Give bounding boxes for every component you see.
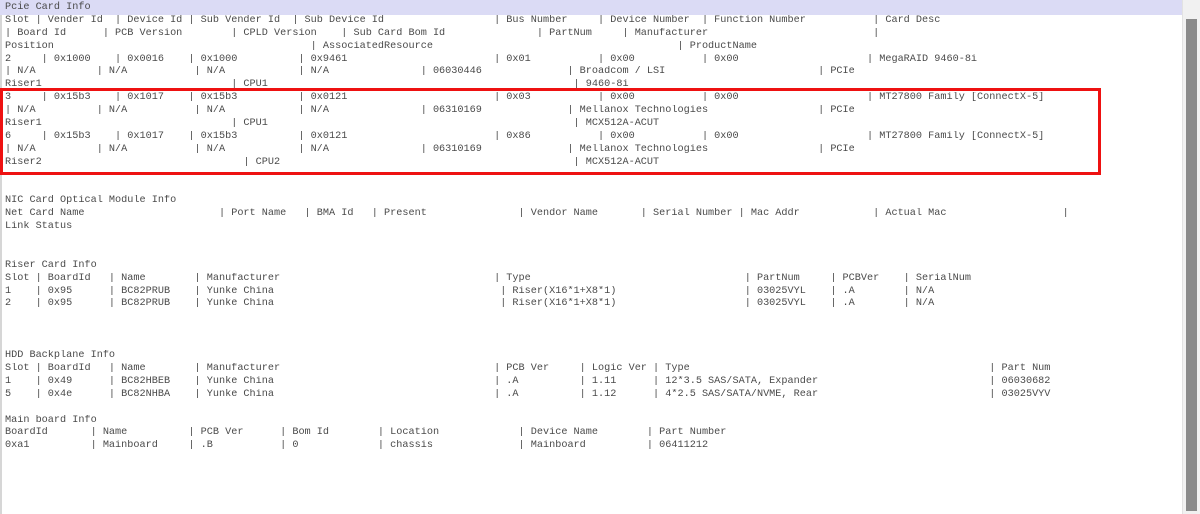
terminal-line: | N/A | N/A | N/A | N/A | 06030446 | Bro… bbox=[5, 66, 855, 78]
terminal-line: 6 | 0x15b3 | 0x1017 | 0x15b3 | 0x0121 | … bbox=[5, 130, 1045, 142]
terminal-line: | N/A | N/A | N/A | N/A | 06310169 | Mel… bbox=[5, 143, 855, 155]
terminal-line: 3 | 0x15b3 | 0x1017 | 0x15b3 | 0x0121 | … bbox=[5, 92, 1045, 104]
terminal-line bbox=[0, 234, 1182, 247]
terminal-line bbox=[0, 402, 1182, 415]
terminal-line: Riser Card Info bbox=[5, 259, 97, 271]
terminal-line: Position | AssociatedResource | ProductN… bbox=[5, 40, 757, 52]
terminal-line bbox=[0, 182, 1182, 195]
window-left-border bbox=[0, 0, 2, 514]
terminal-line: Main board Info bbox=[5, 414, 97, 426]
terminal-line: Link Status bbox=[5, 221, 73, 233]
terminal-line: 0xa1 | Mainboard | .B | 0 | chassis | Ma… bbox=[5, 440, 709, 452]
terminal-line: Riser1 | CPU1 | 9460-8i bbox=[5, 79, 629, 91]
terminal-line bbox=[0, 324, 1182, 337]
terminal-output: Pcie Card Info Slot | Vender Id | Device… bbox=[0, 0, 1182, 453]
terminal-line: | N/A | N/A | N/A | N/A | 06310169 | Mel… bbox=[5, 105, 855, 117]
terminal-line: Slot | BoardId | Name | Manufacturer | T… bbox=[5, 272, 971, 284]
terminal-line bbox=[0, 170, 1182, 183]
scrollbar-thumb[interactable] bbox=[1186, 19, 1197, 511]
terminal-line bbox=[0, 247, 1182, 260]
terminal-line: | Board Id | PCB Version | CPLD Version … bbox=[5, 27, 880, 39]
terminal-line: NIC Card Optical Module Info bbox=[5, 195, 177, 207]
terminal-line: 5 | 0x4e | BC82NHBA | Yunke China | .A |… bbox=[5, 388, 1051, 400]
terminal-line: Riser1 | CPU1 | MCX512A-ACUT bbox=[5, 118, 660, 130]
vertical-scrollbar[interactable] bbox=[1182, 0, 1200, 514]
terminal-line-selected: Pcie Card Info bbox=[0, 0, 1182, 15]
terminal-line: 2 | 0x95 | BC82PRUB | Yunke China | Rise… bbox=[5, 298, 935, 310]
terminal-line: Slot | BoardId | Name | Manufacturer | P… bbox=[5, 362, 1051, 374]
terminal-line: Net Card Name | Port Name | BMA Id | Pre… bbox=[5, 208, 1069, 220]
terminal-line: 1 | 0x95 | BC82PRUB | Yunke China | Rise… bbox=[5, 285, 935, 297]
terminal-line bbox=[0, 311, 1182, 324]
terminal-line: BoardId | Name | PCB Ver | Bom Id | Loca… bbox=[5, 427, 727, 439]
terminal-line: Slot | Vender Id | Device Id | Sub Vende… bbox=[5, 14, 941, 26]
terminal-line: HDD Backplane Info bbox=[5, 350, 116, 362]
terminal-line: 2 | 0x1000 | 0x0016 | 0x1000 | 0x9461 | … bbox=[5, 53, 978, 65]
terminal-line bbox=[0, 337, 1182, 350]
terminal-line: 1 | 0x49 | BC82HBEB | Yunke China | .A |… bbox=[5, 375, 1051, 387]
terminal-line: Riser2 | CPU2 | MCX512A-ACUT bbox=[5, 156, 660, 168]
